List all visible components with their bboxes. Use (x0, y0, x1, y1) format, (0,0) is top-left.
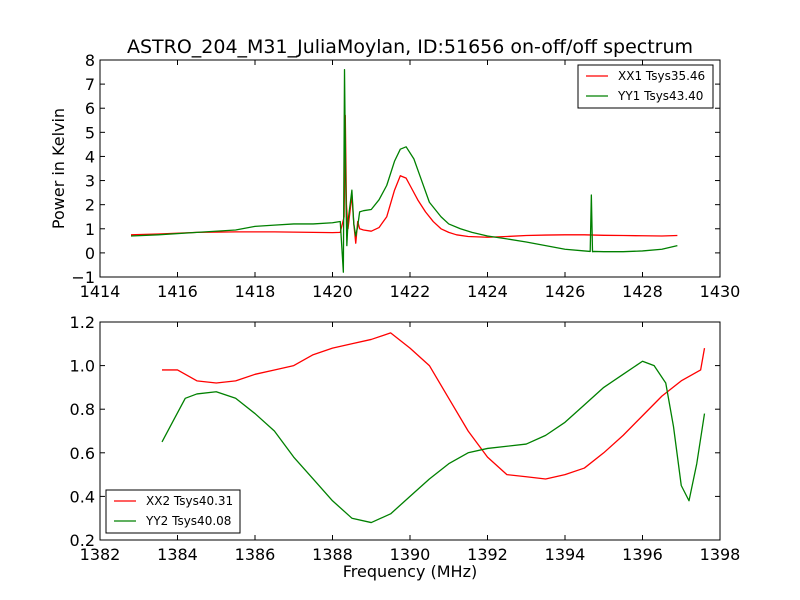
figure-title: ASTRO_204_M31_JuliaMoylan, ID:51656 on-o… (127, 36, 693, 58)
x-tick-label: 1392 (467, 545, 508, 564)
y-tick-label: 1.0 (70, 357, 95, 376)
x-tick-label: 1398 (700, 545, 741, 564)
legend-label: XX1 Tsys35.46 (618, 69, 705, 83)
y-tick-label: 0.4 (70, 487, 95, 506)
top-spectrum-plot: 1414 1416 1418 1420 1422 1424 1426 1428 1430−101… (49, 51, 740, 301)
y-tick-label: 6 (85, 99, 95, 118)
series-line (161, 360, 706, 524)
legend-box (577, 64, 714, 109)
x-tick-label: 1414 (80, 282, 121, 301)
x-axis-label: Frequency (MHz) (343, 562, 477, 581)
x-tick-label: 1390 (390, 545, 431, 564)
legend-label: YY2 Tsys40.08 (145, 514, 231, 528)
legend-label: YY1 Tsys43.40 (617, 89, 703, 103)
legend-box (105, 489, 241, 534)
x-tick-label: 1422 (390, 282, 431, 301)
x-tick-label: 1386 (235, 545, 276, 564)
x-tick-label: 1424 (467, 282, 508, 301)
y-tick-label: 1.2 (70, 313, 95, 332)
y-tick-label: 3 (85, 172, 95, 191)
y-tick-label: 2 (85, 196, 95, 215)
series-line (130, 68, 678, 273)
x-tick-label: 1388 (312, 545, 353, 564)
y-tick-label: 1 (85, 220, 95, 239)
bottom-spectrum-plot: 1382 1384 1386 1388 1390 1392 1394 1396 1398 0.2 0… (70, 313, 741, 581)
legend: XX1 Tsys35.46 YY1 Tsys43.40 (577, 64, 714, 109)
x-tick-label: 1428 (622, 282, 663, 301)
x-tick-label: 1382 (80, 545, 121, 564)
y-tick-label: 5 (85, 123, 95, 142)
y-tick-label: 7 (85, 75, 95, 94)
x-tick-label: 1420 (312, 282, 353, 301)
y-tick-label: 4 (85, 147, 95, 166)
x-tick-label: 1394 (545, 545, 586, 564)
y-tick-label: 0.8 (70, 400, 95, 419)
y-tick-label: −1 (71, 268, 95, 287)
x-tick-label: 1418 (235, 282, 276, 301)
x-tick-label: 1430 (700, 282, 741, 301)
y-tick-label: 8 (85, 51, 95, 70)
legend-label: XX2 Tsys40.31 (146, 494, 233, 508)
y-axis-label: Power in Kelvin (49, 108, 68, 229)
y-tick-label: 0 (85, 244, 95, 263)
series-line (162, 332, 706, 480)
x-tick-label: 1384 (157, 545, 198, 564)
x-tick-label: 1426 (545, 282, 586, 301)
x-tick-label: 1396 (622, 545, 663, 564)
legend: XX2 Tsys40.31 YY2 Tsys40.08 (105, 489, 241, 534)
y-tick-label: 0.6 (70, 444, 95, 463)
x-tick-label: 1416 (157, 282, 198, 301)
y-tick-label: 0.2 (70, 531, 95, 550)
series-line (130, 114, 678, 244)
